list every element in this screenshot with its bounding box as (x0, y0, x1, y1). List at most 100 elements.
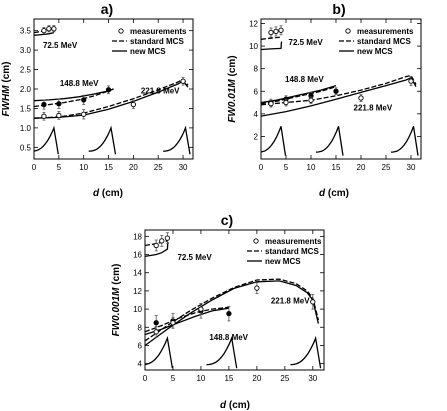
y-tick-label: 12 (249, 20, 258, 29)
legend-label-measurements: measurements (357, 27, 414, 36)
y-tick-label: 6 (138, 341, 143, 350)
plot-area (261, 25, 419, 156)
measurement-point (273, 28, 279, 35)
legend-label-new: new MCS (357, 47, 393, 56)
y-axis-label-unit: (cm) (227, 55, 238, 79)
x-axis-label-unit: (cm) (99, 188, 123, 199)
x-tick-label: 10 (196, 374, 205, 383)
measurement-point (130, 101, 137, 108)
x-tick-label: 15 (332, 163, 341, 172)
panel-a: a) 0 5 10 15 20 25 30 0.5 1.0 1.5 2.0 2.5 3.0 3.5 FWHM … (1, 1, 194, 199)
y-axis-label: FW0.001M (cm) (111, 264, 122, 337)
standard-mcs-line (145, 278, 320, 342)
energy-label: 221.8 MeV (354, 103, 393, 112)
y-tick-label: 12 (133, 287, 142, 296)
measurement-point (333, 88, 339, 94)
x-tick-label: 15 (224, 374, 233, 383)
x-tick-label: 15 (104, 163, 113, 172)
energy-label: 148.8 MeV (209, 333, 248, 342)
measurement-point (153, 320, 159, 326)
measurement-point (81, 97, 87, 103)
energy-label: 148.8 MeV (60, 79, 99, 88)
legend-marker-measurements (253, 238, 259, 244)
energy-label: 72.5 MeV (43, 41, 78, 50)
new-mcs-line (145, 241, 169, 258)
y-axis-label-main: FW0.001M (111, 287, 122, 337)
measurement-point (41, 28, 47, 34)
y-tick-label: 14 (133, 269, 142, 278)
panel-c: c) 0 5 10 15 20 25 30 4 6 8 10 12 14 16 18 FW0.001M (cm)… (111, 212, 325, 411)
measurement-point (283, 99, 289, 106)
x-tick-label: 10 (79, 163, 88, 172)
plot-area (145, 232, 322, 369)
new-mcs-line (145, 280, 320, 347)
new-mcs-line (261, 76, 417, 117)
x-axis-label: d (cm) (319, 188, 349, 199)
y-tick-label: 10 (249, 42, 258, 51)
y-tick-label: 16 (133, 251, 142, 260)
energy-label: 221.8 MeV (141, 87, 180, 96)
bragg-peak-curve (391, 126, 419, 156)
y-axis-label-main: FWHM (1, 85, 12, 117)
panel-label: c) (221, 212, 233, 228)
measurement-point (310, 299, 316, 305)
y-tick-label: 8 (254, 65, 259, 74)
x-tick-label: 0 (32, 163, 37, 172)
legend-label-new: new MCS (130, 47, 166, 56)
new-mcs-line (261, 41, 283, 51)
x-tick-label: 30 (179, 163, 188, 172)
new-mcs-line (34, 31, 55, 36)
measurement-point (198, 306, 204, 312)
measurement-point (153, 242, 159, 249)
x-axis-label: d (cm) (220, 400, 250, 411)
panel-label: b) (332, 1, 345, 17)
x-axis-label-main: d (93, 188, 100, 199)
plot-frame (144, 229, 325, 371)
y-axis-label-main: FW0.01M (227, 79, 238, 123)
bragg-peak-curve (163, 125, 191, 155)
y-axis-label: FWHM (cm) (1, 61, 12, 116)
x-axis-label-main: d (319, 188, 326, 199)
x-axis-label-main: d (220, 400, 227, 411)
x-tick-label: 25 (382, 163, 391, 172)
bragg-peak-curve (316, 126, 344, 156)
y-tick-label: 2.5 (20, 66, 32, 75)
measurement-point (408, 78, 414, 84)
y-axis-label: FW0.01M (cm) (227, 55, 238, 122)
x-tick-label: 20 (357, 163, 366, 172)
standard-mcs-line (261, 86, 337, 105)
x-tick-label: 20 (129, 163, 138, 172)
y-tick-label: 8 (138, 323, 143, 332)
energy-label: 221.8 MeV (271, 297, 310, 306)
y-axis-label-unit: (cm) (111, 264, 122, 288)
x-tick-label: 20 (252, 374, 261, 383)
new-mcs-line (261, 84, 337, 104)
measurement-point (358, 95, 364, 101)
x-axis-label: d (cm) (93, 188, 123, 199)
measurement-point (254, 285, 260, 291)
measurement-point (41, 101, 47, 108)
measurement-point (159, 238, 165, 244)
x-tick-label: 5 (171, 374, 176, 383)
measurement-point (164, 235, 171, 241)
measurement-point (81, 111, 87, 117)
y-tick-label: 10 (133, 305, 142, 314)
measurement-point (268, 29, 274, 36)
legend-marker-measurements (118, 28, 124, 34)
standard-mcs-line (261, 74, 417, 106)
standard-mcs-line (34, 78, 189, 119)
x-tick-label: 0 (259, 163, 264, 172)
new-mcs-line (145, 307, 230, 336)
x-tick-label: 25 (154, 163, 163, 172)
measurement-point (268, 101, 274, 107)
legend-label-measurements: measurements (265, 237, 322, 246)
y-axis-label-unit: (cm) (1, 61, 12, 85)
x-tick-label: 30 (407, 163, 416, 172)
y-tick-label: 2.0 (20, 85, 32, 94)
y-tick-label: 0.5 (20, 143, 32, 152)
legend-label-standard: standard MCS (265, 247, 319, 256)
new-mcs-line (34, 88, 114, 102)
measurement-point (56, 101, 62, 107)
